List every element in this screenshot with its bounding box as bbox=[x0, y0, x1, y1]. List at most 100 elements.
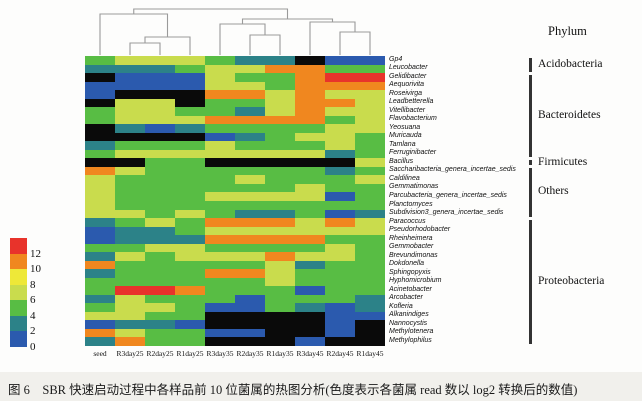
heatmap-row bbox=[85, 149, 385, 159]
heatmap-cell bbox=[355, 166, 385, 176]
heatmap-cell bbox=[85, 320, 115, 329]
phylum-bracket bbox=[529, 219, 532, 345]
row-label: Tamlana bbox=[389, 140, 416, 148]
heatmap-cell bbox=[175, 90, 205, 99]
dendrogram-lines bbox=[99, 8, 371, 55]
heatmap-cell bbox=[115, 175, 145, 184]
heatmap-cell bbox=[325, 183, 355, 193]
heatmap-cell bbox=[295, 158, 325, 167]
genus-row-labels: Gp4 Leucobacter Gelidibacter Aequorivita Ros… bbox=[389, 56, 529, 346]
heatmap-cell bbox=[325, 192, 355, 201]
row-label: Flavobacterium bbox=[389, 115, 437, 123]
heatmap-cell bbox=[205, 286, 235, 295]
heatmap-cell bbox=[265, 218, 295, 227]
heatmap-cell bbox=[235, 294, 265, 304]
heatmap-cell bbox=[145, 294, 175, 304]
heatmap-cell bbox=[115, 64, 145, 74]
heatmap-cell bbox=[205, 56, 235, 65]
heatmap-row bbox=[85, 328, 385, 338]
row-label: Brevundimonas bbox=[389, 251, 438, 259]
heatmap-cell bbox=[85, 294, 115, 304]
heatmap-cell bbox=[115, 294, 145, 304]
heatmap-cell bbox=[175, 175, 205, 184]
heatmap-cell bbox=[235, 90, 265, 99]
heatmap-cell bbox=[145, 166, 175, 176]
heatmap-cell bbox=[355, 73, 385, 82]
heatmap-cell bbox=[85, 277, 115, 287]
heatmap-cell bbox=[295, 201, 325, 210]
heatmap-cell bbox=[85, 235, 115, 244]
heatmap-cell bbox=[325, 277, 355, 287]
heatmap-cell bbox=[355, 183, 385, 193]
colorbar-segment bbox=[10, 284, 27, 301]
row-label: Planctomyces bbox=[389, 200, 433, 208]
heatmap-cell bbox=[205, 337, 235, 346]
heatmap-cell bbox=[235, 252, 265, 261]
heatmap-row bbox=[85, 269, 385, 278]
heatmap-cell bbox=[235, 260, 265, 270]
heatmap-cell bbox=[115, 226, 145, 236]
heatmap-cell bbox=[175, 235, 205, 244]
heatmap-cell bbox=[205, 320, 235, 329]
heatmap-cell bbox=[235, 277, 265, 287]
row-label: Gp4 bbox=[389, 55, 403, 63]
heatmap-cell bbox=[115, 337, 145, 346]
row-label: Sphingopyxis bbox=[389, 268, 431, 276]
heatmap-cell bbox=[205, 209, 235, 219]
heatmap-cell bbox=[235, 209, 265, 219]
heatmap-cell bbox=[325, 81, 355, 91]
row-label: Methylotenera bbox=[389, 328, 434, 336]
heatmap-cell bbox=[355, 192, 385, 201]
heatmap-cell bbox=[295, 269, 325, 278]
heatmap-cell bbox=[325, 328, 355, 338]
phylum-bracket bbox=[529, 74, 532, 157]
heatmap-cell bbox=[205, 149, 235, 159]
heatmap-cell bbox=[145, 90, 175, 99]
heatmap-cell bbox=[325, 337, 355, 346]
heatmap-cell bbox=[235, 56, 265, 65]
heatmap-cell bbox=[145, 115, 175, 125]
heatmap-cell bbox=[265, 277, 295, 287]
heatmap-cell bbox=[145, 311, 175, 321]
heatmap-cell bbox=[265, 107, 295, 116]
heatmap-cell bbox=[85, 192, 115, 201]
heatmap-cell bbox=[205, 98, 235, 108]
heatmap-cell bbox=[355, 320, 385, 329]
heatmap-cell bbox=[145, 303, 175, 312]
heatmap-cell bbox=[325, 226, 355, 236]
heatmap-cell bbox=[325, 294, 355, 304]
heatmap-cell bbox=[355, 107, 385, 116]
heatmap-row bbox=[85, 252, 385, 261]
heatmap-cell bbox=[355, 226, 385, 236]
heatmap-cell bbox=[235, 132, 265, 142]
heatmap-cell bbox=[295, 90, 325, 99]
heatmap-row bbox=[85, 115, 385, 125]
heatmap-cell bbox=[325, 141, 355, 150]
heatmap-cell bbox=[85, 158, 115, 167]
heatmap-cell bbox=[295, 260, 325, 270]
heatmap-cell bbox=[115, 158, 145, 167]
heatmap-cell bbox=[295, 166, 325, 176]
heatmap-cell bbox=[295, 183, 325, 193]
heatmap-cell bbox=[265, 311, 295, 321]
heatmap-cell bbox=[355, 252, 385, 261]
heatmap-cell bbox=[175, 81, 205, 91]
heatmap-cell bbox=[115, 81, 145, 91]
heatmap-cell bbox=[145, 149, 175, 159]
heatmap-cell bbox=[205, 311, 235, 321]
row-label: Gemmobacter bbox=[389, 243, 434, 251]
row-label: Pseudorhodobacter bbox=[389, 226, 451, 234]
heatmap-cell bbox=[235, 73, 265, 82]
heatmap-cell bbox=[235, 149, 265, 159]
heatmap-cell bbox=[145, 175, 175, 184]
phylum-label: Bacteroidetes bbox=[538, 108, 601, 121]
heatmap-row bbox=[85, 73, 385, 82]
figure-caption: 图 6 SBR 快速启动过程中各样品前 10 位菌属的热图分析(色度表示各菌属 … bbox=[8, 383, 578, 397]
row-label: Kofleria bbox=[389, 302, 413, 310]
row-label: Rheinheimera bbox=[389, 234, 433, 242]
heatmap-row bbox=[85, 124, 385, 133]
row-label: Parcubacteria_genera_incertae_sedis bbox=[389, 191, 507, 199]
heatmap-cell bbox=[145, 132, 175, 142]
heatmap-cell bbox=[295, 286, 325, 295]
